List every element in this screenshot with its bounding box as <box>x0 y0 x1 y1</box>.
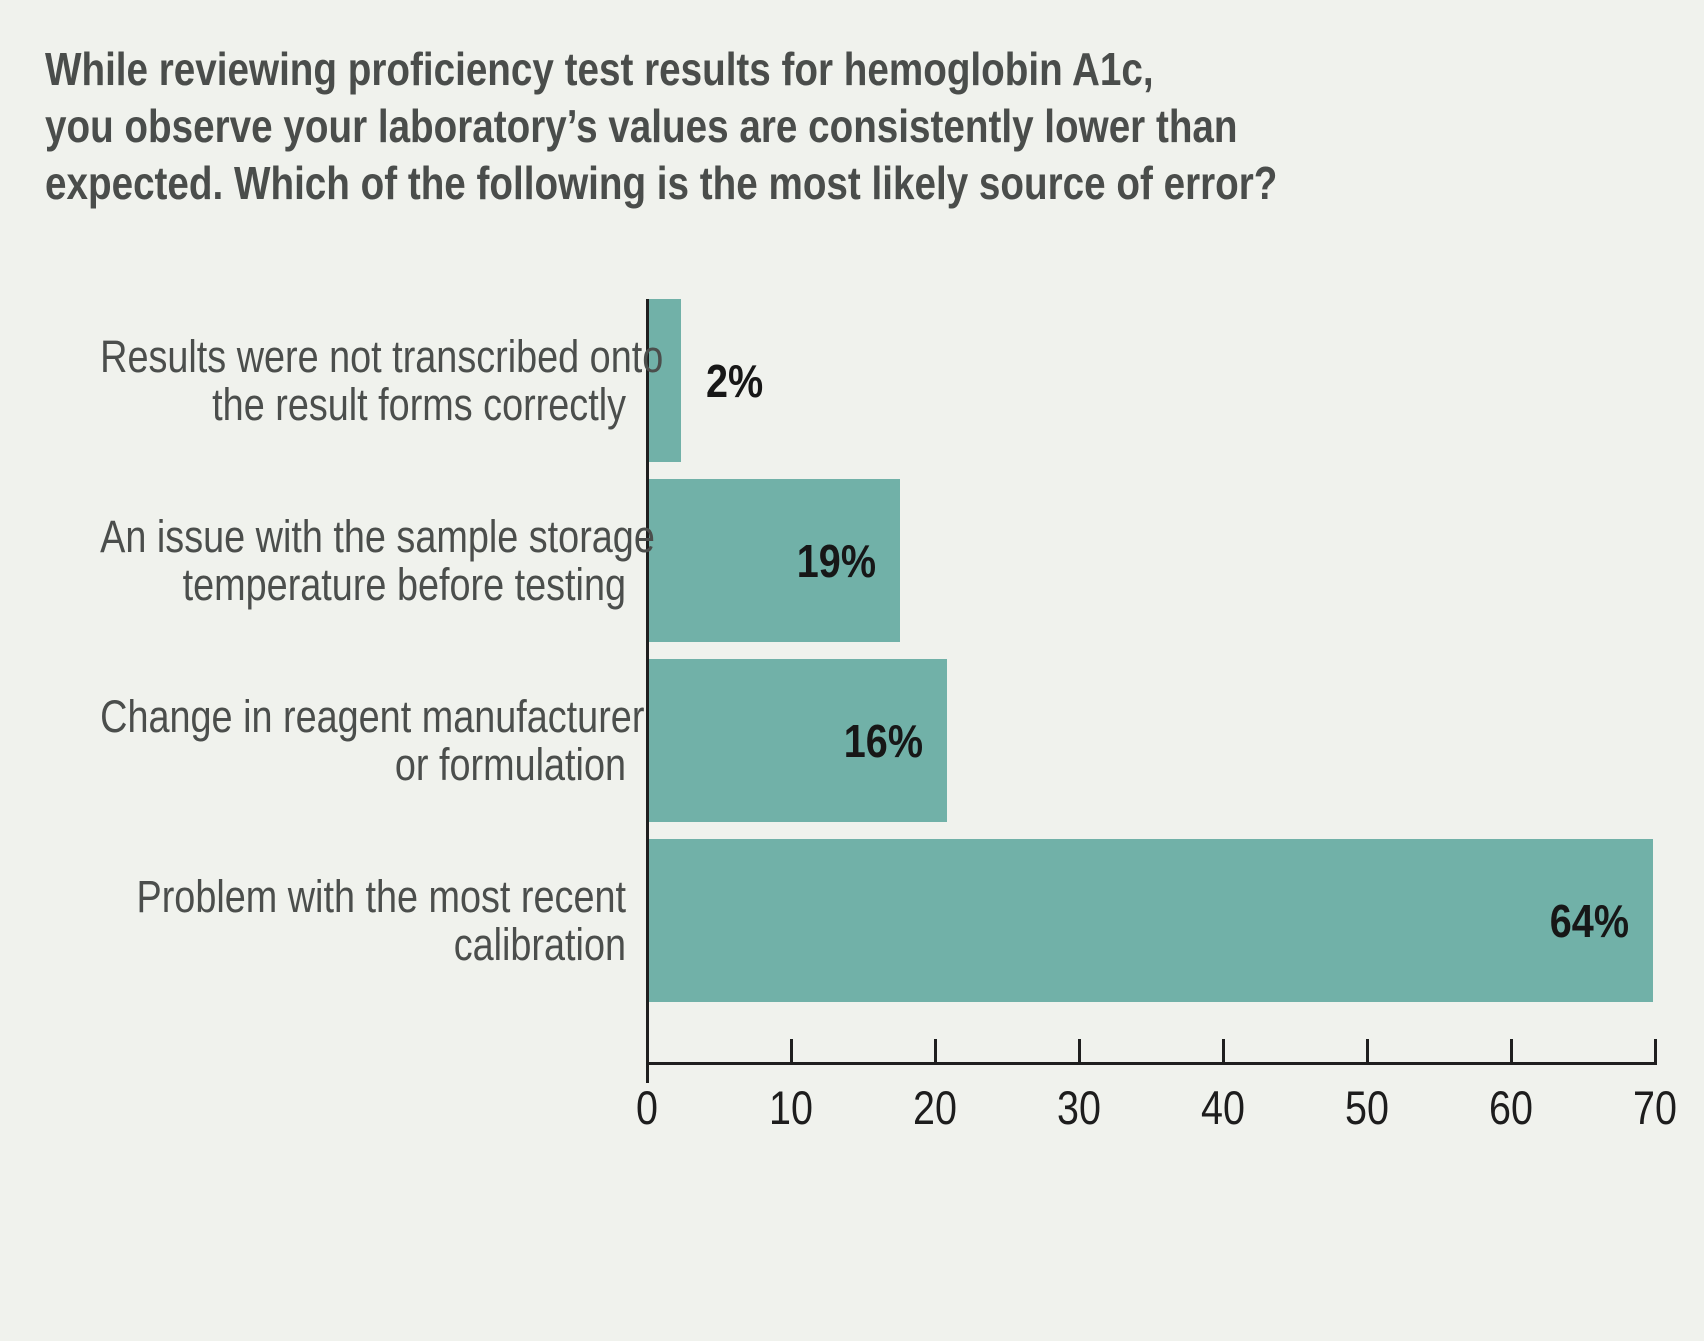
title-line-1: While reviewing proficiency test results… <box>45 43 1154 95</box>
title-line-3: expected. Which of the following is the … <box>45 157 1278 209</box>
x-axis-tick-label: 0 <box>636 1081 658 1134</box>
bar-2: 19% <box>649 479 900 642</box>
category-label-1: Results were not transcribed onto the res… <box>100 330 664 430</box>
x-axis-tick <box>1653 1039 1657 1063</box>
bar-value-label-outside: 2% <box>706 299 772 462</box>
chart-question-title: While reviewing proficiency test results… <box>45 41 1512 212</box>
x-axis-tick <box>789 1039 793 1063</box>
x-axis-tick <box>1077 1039 1081 1063</box>
x-axis-tick <box>1509 1039 1513 1063</box>
category-label-line: the result forms correctly <box>212 378 626 430</box>
category-label-3: Change in reagent manufacturer or formula… <box>100 690 645 790</box>
x-axis-tick <box>933 1039 937 1063</box>
bar-value-label: 2% <box>705 354 763 407</box>
title-line-2: you observe your laboratory’s values are… <box>45 100 1238 152</box>
bar-value-label: 64% <box>1549 894 1629 947</box>
x-axis-tick <box>1221 1039 1225 1063</box>
category-label-line: An issue with the sample storage <box>100 510 655 562</box>
x-axis-tick-label: 30 <box>1057 1081 1101 1134</box>
x-axis-tick-label: 50 <box>1345 1081 1389 1134</box>
x-axis-tick-label: 20 <box>913 1081 957 1134</box>
bar-3: 16% <box>649 659 947 822</box>
x-axis-line <box>646 1062 1657 1065</box>
category-label-2: An issue with the sample storage temperat… <box>100 510 655 610</box>
bar-value-label: 19% <box>796 534 876 587</box>
bar-1 <box>649 299 681 462</box>
category-label-line: Change in reagent manufacturer <box>100 690 645 742</box>
x-axis-tick-label: 10 <box>769 1081 813 1134</box>
x-axis-tick-label: 70 <box>1633 1081 1677 1134</box>
category-label-line: or formulation <box>394 738 626 790</box>
category-label-line: Problem with the most recent <box>136 870 626 922</box>
bar-value-label: 16% <box>843 714 923 767</box>
x-axis-tick-label: 60 <box>1489 1081 1533 1134</box>
x-axis-tick <box>1365 1039 1369 1063</box>
y-axis-spine <box>646 299 649 1083</box>
bar-4: 64% <box>649 839 1653 1002</box>
category-label-line: calibration <box>453 918 626 970</box>
category-label-line: Results were not transcribed onto <box>100 330 664 382</box>
category-label-line: temperature before testing <box>182 558 626 610</box>
x-axis-tick-label: 40 <box>1201 1081 1245 1134</box>
x-axis-tick <box>645 1039 649 1063</box>
category-label-4: Problem with the most recent calibration <box>100 870 626 970</box>
